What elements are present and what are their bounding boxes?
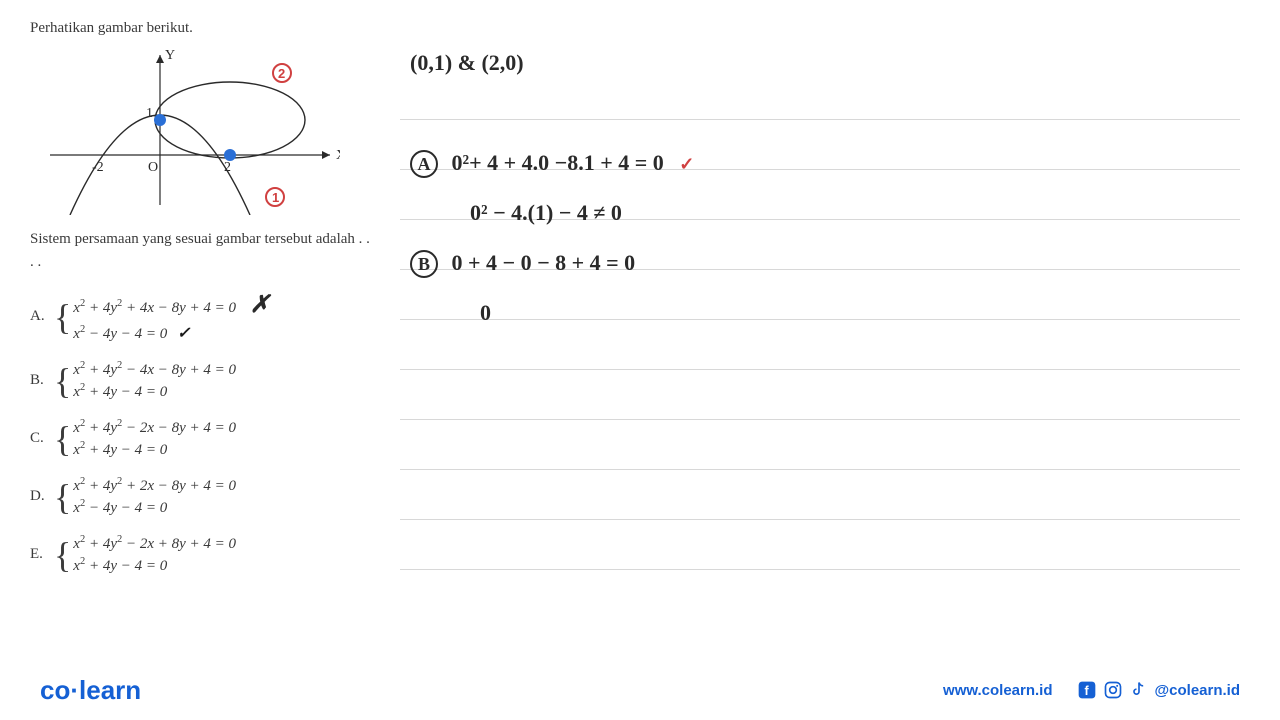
svg-text:2: 2: [278, 66, 285, 81]
question-text: Sistem persamaan yang sesuai gambar ters…: [30, 228, 370, 273]
circled-b-icon: B: [410, 250, 438, 278]
options-list: A. { x2 + 4y2 + 4x − 8y + 4 = 0 ✗ x2 − 4…: [30, 289, 370, 577]
option-c-eq2: x2 + 4y − 4 = 0: [73, 442, 167, 458]
option-c-eq1: x2 + 4y2 − 2x − 8y + 4 = 0: [73, 420, 236, 436]
svg-text:1: 1: [146, 106, 153, 121]
footer: co·learn www.colearn.id f @colearn.id: [0, 660, 1280, 720]
option-a-eq2: x2 − 4y − 4 = 0: [73, 326, 167, 342]
option-d-eq2: x2 − 4y − 4 = 0: [73, 500, 167, 516]
option-d: D. { x2 + 4y2 + 2x − 8y + 4 = 0 x2 − 4y …: [30, 475, 370, 519]
option-a-eq1: x2 + 4y2 + 4x − 8y + 4 = 0: [73, 300, 236, 316]
option-b: B. { x2 + 4y2 − 4x − 8y + 4 = 0 x2 + 4y …: [30, 359, 370, 403]
svg-text:2: 2: [224, 160, 231, 175]
main-container: Perhatikan gambar berikut. X Y -2 O 2 1: [0, 0, 1280, 640]
option-b-eq1: x2 + 4y2 − 4x − 8y + 4 = 0: [73, 362, 236, 378]
svg-text:-2: -2: [92, 160, 104, 175]
facebook-icon: f: [1077, 680, 1097, 700]
cross-mark: ✗: [250, 292, 270, 318]
problem-graph: X Y -2 O 2 1 2 1: [30, 45, 340, 215]
option-c: C. { x2 + 4y2 − 2x − 8y + 4 = 0 x2 + 4y …: [30, 417, 370, 461]
work-b-line1: 0 + 4 − 0 − 8 + 4 = 0: [452, 250, 636, 275]
social-handle: @colearn.id: [1155, 682, 1240, 699]
colearn-logo: co·learn: [40, 675, 141, 706]
intro-text: Perhatikan gambar berikut.: [30, 20, 370, 37]
y-axis-label: Y: [165, 48, 175, 63]
option-e: E. { x2 + 4y2 − 2x + 8y + 4 = 0 x2 + 4y …: [30, 533, 370, 577]
instagram-icon: [1103, 680, 1123, 700]
social-links: f @colearn.id: [1077, 680, 1240, 700]
check-mark: ✓: [177, 325, 190, 342]
tiktok-icon: [1129, 680, 1149, 700]
annotation-1: 1: [266, 188, 284, 206]
annotation-2: 2: [273, 64, 291, 82]
footer-url: www.colearn.id: [943, 682, 1052, 699]
option-a: A. { x2 + 4y2 + 4x − 8y + 4 = 0 ✗ x2 − 4…: [30, 289, 370, 345]
option-b-eq2: x2 + 4y − 4 = 0: [73, 384, 167, 400]
work-b: B 0 + 4 − 0 − 8 + 4 = 0: [410, 250, 635, 278]
option-e-eq2: x2 + 4y − 4 = 0: [73, 558, 167, 574]
work-a-line2: 0² − 4.(1) − 4 ≠ 0: [470, 200, 622, 226]
circled-a-icon: A: [410, 150, 438, 178]
handwriting-points: (0,1) & (2,0): [410, 50, 524, 76]
work-a-line1: 0²+ 4 + 4.0 −8.1 + 4 = 0: [452, 150, 664, 175]
work-b-line2: 0: [480, 300, 491, 326]
x-axis-label: X: [336, 148, 340, 163]
red-check-icon: ✓: [679, 154, 694, 174]
problem-column: Perhatikan gambar berikut. X Y -2 O 2 1: [30, 20, 370, 640]
work-column: (0,1) & (2,0) A 0²+ 4 + 4.0 −8.1 + 4 = 0…: [370, 20, 1250, 640]
svg-text:1: 1: [272, 190, 279, 205]
option-e-eq1: x2 + 4y2 − 2x + 8y + 4 = 0: [73, 536, 236, 552]
point-0-1: [154, 114, 166, 126]
option-d-eq1: x2 + 4y2 + 2x − 8y + 4 = 0: [73, 478, 236, 494]
ellipse-curve: [155, 82, 305, 158]
svg-text:O: O: [148, 160, 158, 175]
work-a: A 0²+ 4 + 4.0 −8.1 + 4 = 0 ✓: [410, 150, 694, 178]
point-2-0: [224, 149, 236, 161]
